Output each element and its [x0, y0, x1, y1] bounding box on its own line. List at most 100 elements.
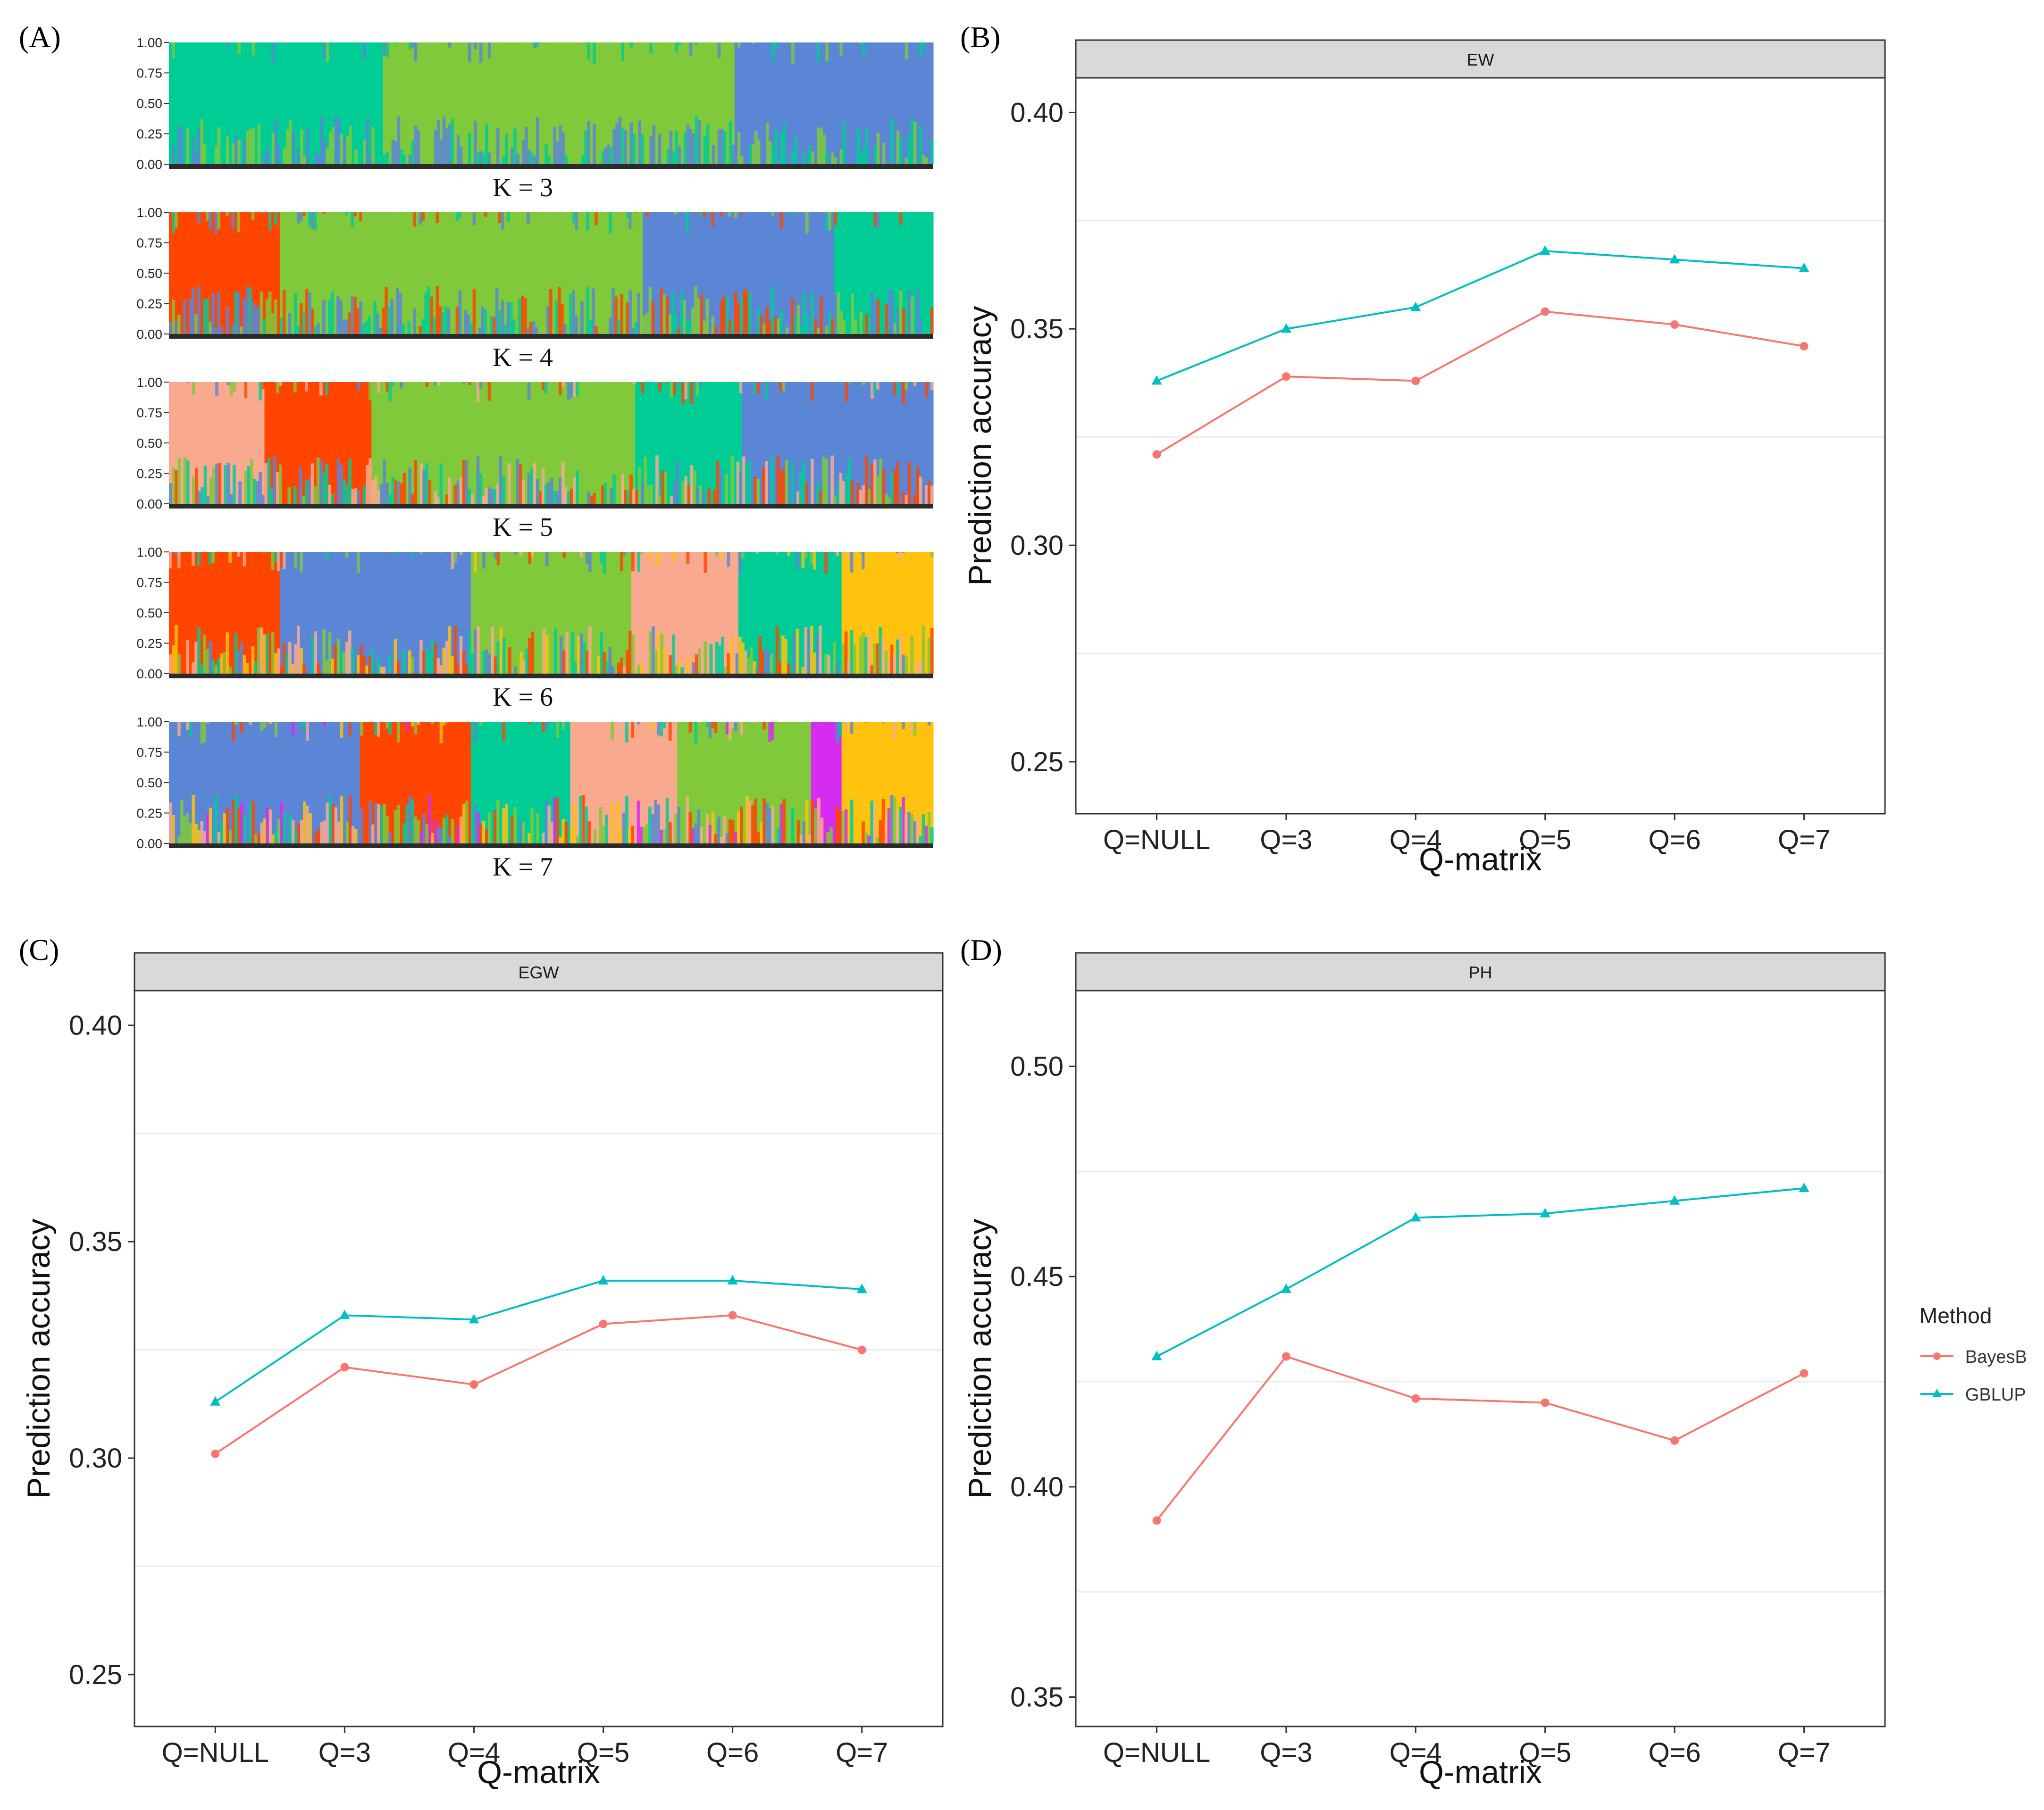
admixture-strip: [514, 552, 517, 555]
admixture-strip: [811, 151, 814, 164]
admixture-strip: [257, 627, 260, 674]
y-tick-label: 0.75: [137, 236, 163, 250]
admixture-strip: [720, 129, 724, 164]
admixture-strip: [717, 42, 721, 58]
admixture-strip: [730, 456, 734, 504]
admixture-strip: [465, 664, 469, 674]
admixture-strip: [252, 479, 256, 504]
admixture-strip: [850, 630, 854, 674]
admixture-strip: [819, 491, 822, 504]
admixture-strip: [201, 487, 204, 504]
admixture-strip: [445, 128, 449, 164]
admixture-strip: [791, 150, 795, 164]
admixture-strip: [479, 42, 483, 63]
admixture-strip: [776, 455, 780, 504]
admixture-strip: [328, 632, 332, 674]
admixture-strip: [274, 120, 278, 164]
admixture-strip: [462, 460, 466, 504]
admixture-strip: [771, 722, 774, 740]
admixture-strip: [197, 212, 201, 224]
admixture-strip: [675, 665, 678, 674]
admixture-strip: [676, 459, 679, 504]
admixture-strip: [765, 307, 769, 334]
y-tick-label: 1.00: [137, 375, 163, 390]
admixture-strip: [927, 637, 931, 674]
admixture-strip: [448, 626, 452, 674]
admixture-strip: [851, 293, 854, 334]
admixture-strip: [632, 133, 636, 164]
admixture-strip: [303, 722, 306, 730]
admixture-strip: [326, 42, 329, 62]
admixture-strip: [322, 300, 326, 334]
admixture-strip: [755, 552, 759, 554]
admixture-strip: [811, 459, 814, 504]
admixture-strip: [899, 634, 902, 674]
y-tick-label: 0.25: [137, 806, 163, 821]
admixture-strip: [217, 212, 221, 229]
admixture-strip: [719, 468, 722, 504]
admixture-strip: [672, 42, 676, 53]
admixture-strip: [374, 476, 377, 504]
admixture-strip: [805, 800, 809, 843]
structure-row: 0.000.250.500.751.00K = 7: [137, 715, 934, 882]
admixture-strip: [547, 482, 551, 504]
admixture-strip: [206, 496, 210, 504]
admixture-strip: [479, 824, 483, 843]
admixture-strip: [657, 631, 661, 674]
admixture-strip: [668, 314, 672, 334]
data-point-gblup: [856, 1284, 867, 1293]
admixture-strip: [632, 489, 636, 504]
y-tick-label: 0.50: [137, 96, 163, 111]
legend-label-bayesb: BayesB: [1965, 1347, 2027, 1367]
admixture-strip: [555, 491, 559, 504]
admixture-strip: [525, 648, 528, 674]
admixture-strip: [645, 313, 649, 334]
admixture-strip: [316, 457, 320, 504]
admixture-strip: [885, 494, 888, 504]
admixture-strip: [622, 813, 626, 843]
admixture-strip: [736, 461, 740, 504]
admixture-strip: [169, 322, 172, 334]
admixture-strip: [562, 552, 566, 558]
admixture-strip: [728, 319, 732, 334]
admixture-strip: [274, 552, 277, 562]
admixture-strip: [505, 42, 508, 48]
admixture-strip: [844, 809, 848, 843]
admixture-strip: [351, 489, 355, 504]
admixture-strip: [383, 42, 386, 56]
admixture-strip: [611, 804, 614, 843]
admixture-strip: [896, 130, 900, 164]
admixture-strip: [376, 313, 379, 334]
admixture-strip: [739, 212, 743, 215]
admixture-strip: [362, 212, 365, 226]
admixture-strip: [374, 802, 377, 843]
admixture-strip: [439, 552, 443, 553]
admixture-strip: [731, 319, 735, 334]
admixture-strip: [438, 306, 442, 334]
admixture-strip: [209, 212, 212, 230]
admixture-strip: [336, 296, 340, 334]
admixture-strip: [369, 382, 372, 400]
admixture-strip: [686, 722, 689, 744]
admixture-strip: [385, 382, 389, 392]
admixture-strip: [448, 552, 452, 569]
admixture-strip: [687, 485, 691, 504]
admixture-strip: [796, 552, 799, 569]
admixture-strip: [871, 292, 874, 334]
admixture-strip: [439, 463, 443, 504]
admixture-strip: [260, 722, 264, 731]
admixture-strip: [614, 296, 618, 334]
admixture-strip: [411, 493, 415, 504]
panel-label-d: (D): [960, 933, 1002, 967]
admixture-strip: [300, 819, 303, 843]
admixture-strip: [756, 479, 760, 504]
x-axis-label: Q-matrix: [477, 1754, 600, 1790]
admixture-strip: [245, 286, 249, 334]
admixture-strip: [262, 552, 266, 553]
admixture-strip: [902, 722, 905, 729]
admixture-strip: [561, 303, 564, 334]
admixture-strip: [425, 648, 428, 674]
admixture-strip: [879, 819, 882, 843]
admixture-strip: [774, 129, 778, 164]
admixture-strip: [924, 826, 928, 843]
